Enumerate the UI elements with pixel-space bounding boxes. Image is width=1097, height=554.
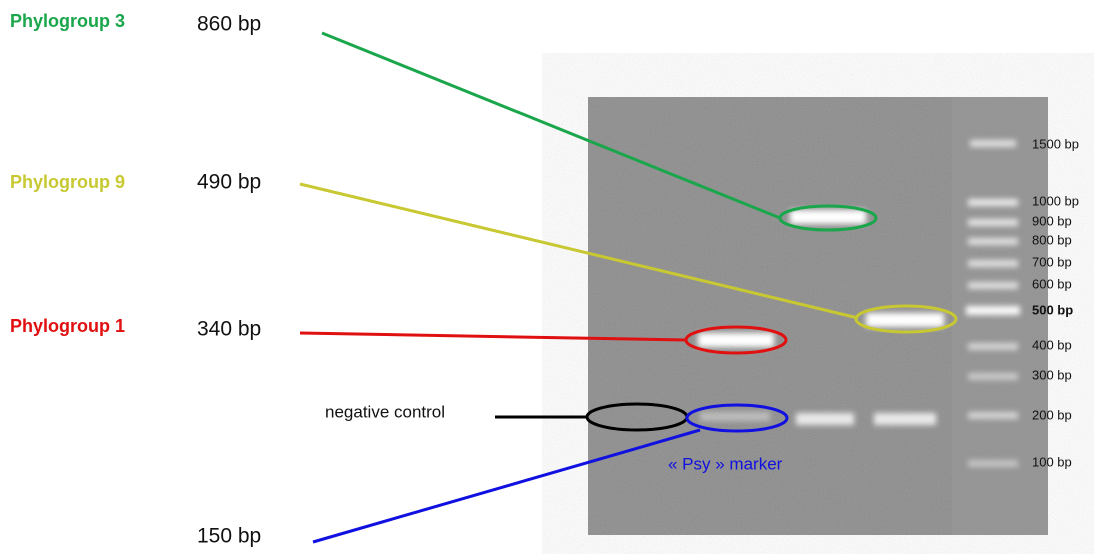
size-label: 340 bp bbox=[197, 318, 261, 341]
phylogroup-label: Phylogroup 9 bbox=[10, 172, 125, 192]
ladder-label: 1500 bp bbox=[1032, 136, 1079, 151]
ladder-label: 200 bp bbox=[1032, 407, 1072, 422]
size-label: 490 bp bbox=[197, 171, 261, 194]
ladder-label: 1000 bp bbox=[1032, 193, 1079, 208]
ladder-label: 400 bp bbox=[1032, 337, 1072, 352]
gel-image bbox=[588, 97, 1048, 535]
ladder-label: 900 bp bbox=[1032, 213, 1072, 228]
ladder-label: 100 bp bbox=[1032, 454, 1072, 469]
size-label: 150 bp bbox=[197, 525, 261, 548]
ladder-label: 500 bp bbox=[1032, 302, 1073, 317]
ladder-label: 800 bp bbox=[1032, 232, 1072, 247]
ladder-label: 300 bp bbox=[1032, 367, 1072, 382]
phylogroup-label: Phylogroup 3 bbox=[10, 11, 125, 31]
negative-control-label: negative control bbox=[325, 402, 445, 421]
gel-diagram: Phylogroup 3 860 bp Phylogroup 9 490 bp … bbox=[0, 0, 1097, 554]
ladder-label: 700 bp bbox=[1032, 254, 1072, 269]
size-label: 860 bp bbox=[197, 13, 261, 36]
phylogroup-label: Phylogroup 1 bbox=[10, 316, 125, 336]
ladder-label: 600 bp bbox=[1032, 276, 1072, 291]
marker-label: « Psy » marker bbox=[668, 454, 783, 473]
